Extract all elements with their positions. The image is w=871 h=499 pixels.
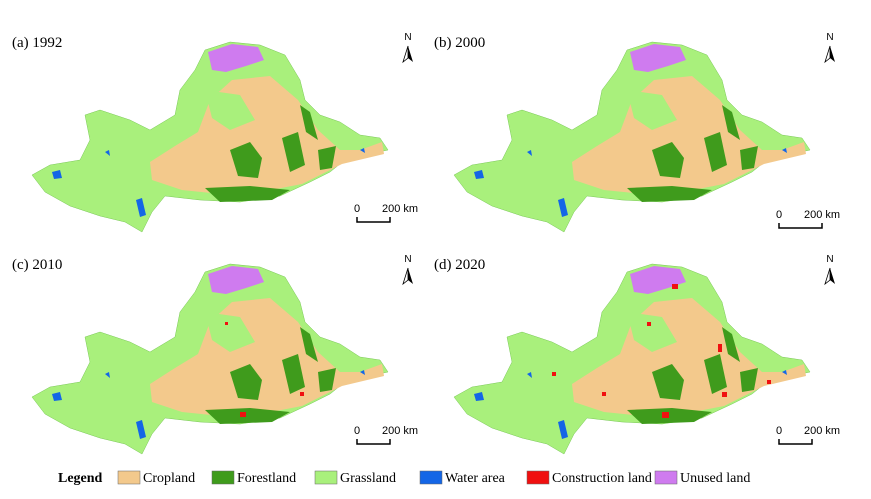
legend-label: Unused land <box>680 471 750 486</box>
scale-zero: 0 <box>776 209 782 221</box>
scale-distance: 200 km <box>804 209 840 221</box>
scale-distance: 200 km <box>804 425 840 437</box>
scale-zero: 0 <box>776 425 782 437</box>
map-panel: (b) 2000 N 0 200 km <box>434 32 840 233</box>
map-panel: (c) 2010 N 0 200 km <box>12 254 418 455</box>
legend-label: Cropland <box>143 471 195 486</box>
legend-title: Legend <box>58 471 103 486</box>
north-label: N <box>826 32 833 43</box>
legend-label: Grassland <box>340 471 396 486</box>
legend-swatch <box>314 470 338 485</box>
scale-zero: 0 <box>354 425 360 437</box>
scale-zero: 0 <box>354 203 360 215</box>
map-panel: (a) 1992 N 0 200 km <box>12 32 418 233</box>
legend-swatch <box>117 470 141 485</box>
north-label: N <box>826 254 833 265</box>
panel-label: (c) 2010 <box>12 257 62 273</box>
scale-distance: 200 km <box>382 203 418 215</box>
legend: Legend Cropland Forestland Grassland Water … <box>58 470 750 486</box>
map-panel: (d) 2020 N 0 200 km <box>434 254 840 455</box>
legend-label: Construction land <box>552 471 652 486</box>
panel-label: (d) 2020 <box>434 257 485 273</box>
legend-swatch <box>419 470 443 485</box>
scale-distance: 200 km <box>382 425 418 437</box>
legend-label: Forestland <box>237 471 296 486</box>
north-label: N <box>404 254 411 265</box>
legend-label: Water area <box>445 471 506 486</box>
legend-swatch <box>526 470 550 485</box>
panel-label: (a) 1992 <box>12 35 62 51</box>
legend-swatch <box>654 470 678 485</box>
legend-swatch <box>211 470 235 485</box>
north-label: N <box>404 32 411 43</box>
panel-label: (b) 2000 <box>434 35 485 51</box>
